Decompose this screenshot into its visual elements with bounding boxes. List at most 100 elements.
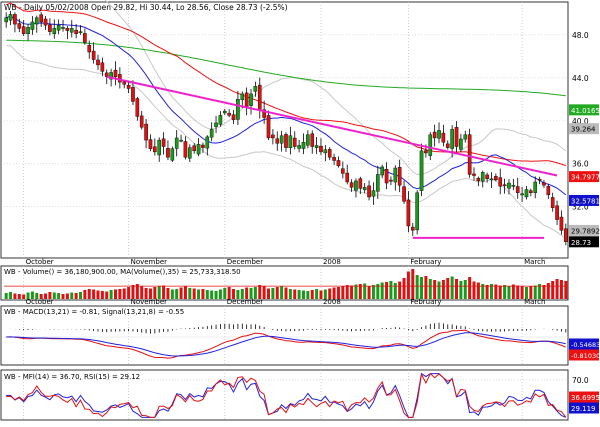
candle — [323, 149, 328, 154]
candle — [109, 72, 113, 80]
candle — [188, 147, 192, 159]
candle — [515, 186, 520, 193]
volume-bar — [498, 285, 502, 299]
candle — [397, 167, 402, 186]
volume-bar — [61, 294, 65, 299]
candle — [240, 93, 245, 100]
volume-bar — [336, 287, 340, 299]
volume-bar — [402, 278, 406, 299]
value-box — [569, 338, 599, 350]
value-box-label: 41.0165 — [571, 107, 600, 115]
candle — [450, 129, 454, 149]
candle — [546, 186, 551, 196]
volume-bar — [524, 287, 528, 299]
volume-bar — [57, 293, 61, 299]
volume-bar — [371, 285, 375, 299]
candle — [428, 134, 433, 156]
x-tick-label: 2008 — [323, 298, 341, 306]
volume-bar — [345, 285, 349, 299]
candle — [524, 189, 529, 198]
volume-bar — [380, 282, 384, 299]
volume-bar — [288, 289, 292, 299]
volume-bar — [358, 284, 362, 299]
volume-bar — [341, 286, 345, 299]
candle — [441, 132, 446, 143]
volume-bar — [389, 281, 393, 299]
volume-bar — [122, 288, 126, 299]
volume-bar — [135, 284, 139, 299]
candle — [502, 184, 507, 187]
candle — [511, 184, 516, 187]
volume-bar — [192, 288, 196, 299]
candle — [345, 172, 350, 183]
ma20-line — [6, 15, 567, 196]
candle — [26, 27, 30, 34]
oscillator-label: WB - MFI(14) = 36.70, RSI(15) = 29.12 — [4, 373, 140, 381]
volume-bar — [17, 294, 21, 299]
volume-bar — [428, 279, 432, 299]
volume-bar — [332, 287, 336, 299]
volume-bar — [354, 284, 358, 299]
candle — [437, 130, 441, 139]
volume-bar — [118, 289, 122, 299]
volume-bar — [520, 286, 524, 299]
candle — [454, 127, 459, 147]
volume-bar — [100, 291, 104, 299]
candle — [564, 228, 568, 242]
candle — [236, 99, 240, 120]
volume-bar — [306, 291, 310, 299]
candle — [253, 86, 258, 92]
value-box — [569, 391, 599, 403]
value-box-label: 29.7892 — [571, 227, 600, 235]
volume-bar — [9, 292, 13, 299]
candle — [56, 24, 61, 31]
x-tick-label: November — [131, 298, 168, 306]
candle — [336, 160, 341, 167]
candle — [135, 98, 140, 117]
candle — [467, 134, 472, 175]
candle — [463, 134, 468, 140]
volume-bar — [385, 282, 389, 299]
volume-bar — [148, 288, 152, 299]
volume-bar — [218, 289, 222, 299]
candle — [432, 131, 437, 139]
volume-bar — [4, 293, 8, 299]
volume-bar — [411, 269, 415, 299]
candle — [555, 205, 559, 220]
candle — [69, 28, 74, 33]
candle — [65, 28, 70, 31]
volume-bar — [363, 283, 367, 299]
volume-bar — [157, 286, 161, 299]
x-tick-label: December — [227, 298, 263, 306]
volume-bar — [328, 288, 332, 299]
volume-bar — [455, 279, 459, 299]
candle — [174, 137, 179, 149]
volume-bar — [83, 290, 87, 299]
volume-bar — [22, 294, 26, 299]
volume-bar — [127, 287, 131, 299]
volume-bar — [297, 290, 301, 299]
volume-bar — [538, 284, 542, 299]
candle — [485, 174, 489, 179]
volume-bar — [472, 281, 476, 299]
volume-bar — [476, 282, 480, 299]
candle — [4, 17, 8, 23]
candle — [301, 142, 306, 149]
ma200-line — [6, 39, 566, 97]
candle — [74, 29, 78, 34]
candle — [244, 92, 249, 107]
volume-bar — [48, 292, 52, 299]
candle — [393, 167, 398, 183]
volume-bar — [197, 289, 201, 299]
volume-bar — [131, 285, 135, 299]
value-box — [569, 194, 599, 206]
volume-bar — [262, 286, 266, 299]
volume-bar — [162, 285, 166, 299]
candle — [297, 145, 301, 149]
candle — [43, 18, 48, 26]
volume-bar — [236, 290, 240, 299]
candle — [376, 174, 380, 192]
candle — [406, 199, 411, 227]
candle — [507, 182, 511, 189]
